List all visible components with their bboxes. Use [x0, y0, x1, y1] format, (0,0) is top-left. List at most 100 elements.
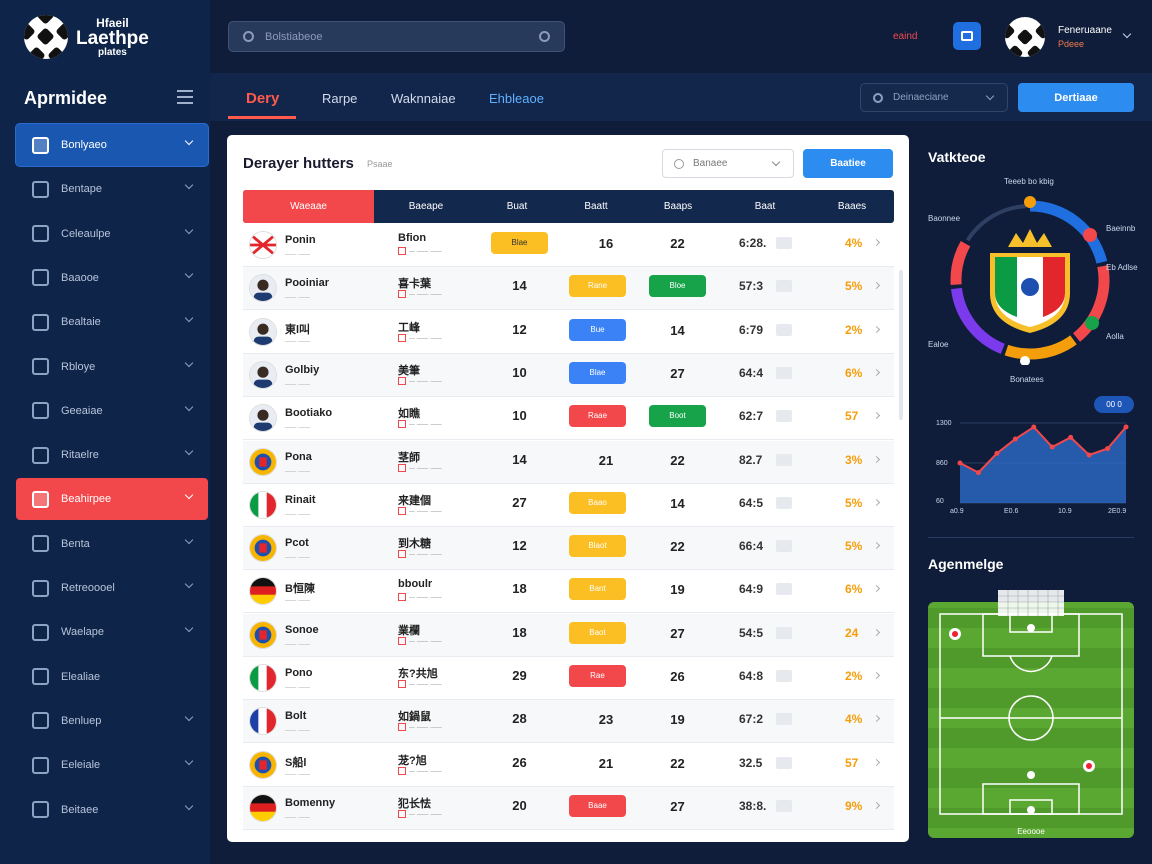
table-row[interactable]: Rinait ── ── 来建個 ─ ── ── 27 Baao 14 64:5 5% [243, 484, 894, 527]
chevron-right-icon[interactable] [872, 542, 881, 550]
table-row[interactable]: Bootiako ── ── 如瞧 ─ ── ── 10 Raae Boot 62:7 57 [243, 397, 894, 441]
chevron-right-icon[interactable] [872, 412, 881, 420]
player-name[interactable]: S船l [285, 756, 307, 769]
chevron-right-icon[interactable] [872, 628, 881, 636]
brand-logo[interactable]: Hfaeil Laethpe plates [24, 12, 149, 62]
chevron-right-icon[interactable] [872, 282, 881, 290]
line-point[interactable] [1049, 444, 1055, 450]
player-name[interactable]: Golbiy [285, 363, 320, 376]
line-point[interactable] [1105, 446, 1111, 452]
user-name[interactable]: Feneruaane [1058, 25, 1112, 36]
tab-waknnaiae[interactable]: Waknnaiae [391, 91, 456, 106]
sidebar-item[interactable]: Benta [16, 523, 208, 565]
sidebar-item[interactable]: Geeaiae [16, 390, 208, 432]
player-name[interactable]: Pooiniar [285, 277, 330, 290]
line-point[interactable] [994, 450, 1000, 456]
table-row[interactable]: S船l ── ── 茏?旭 ─ ── ── 26 21 22 32.5 57 [243, 744, 894, 787]
chevron-right-icon[interactable] [872, 455, 881, 463]
sidebar-item[interactable]: Retreoooel [16, 567, 208, 609]
sidebar-item[interactable]: Waelape [16, 611, 208, 653]
ring-segment[interactable] [1004, 335, 1077, 360]
primary-action-button[interactable]: Dertiaae [1018, 83, 1134, 112]
avatar[interactable] [1005, 17, 1045, 57]
table-row[interactable]: Pono ── ── 东?共旭 ─ ── ── 29 Rae 26 64:8 2% [243, 657, 894, 700]
table-row[interactable]: 東l叫 ── ── 工峰 ─ ── ── 12 Bue 14 6:79 2% [243, 311, 894, 354]
search-submit-icon[interactable] [539, 31, 550, 42]
table-row[interactable]: Ponin ── ── Bfion ─ ── ── Blae 16 22 6:28. 4% [243, 224, 894, 267]
chevron-right-icon[interactable] [872, 585, 881, 593]
column-header[interactable]: Buat [506, 201, 528, 212]
line-point[interactable] [1012, 436, 1018, 442]
chevron-right-icon[interactable] [872, 715, 881, 723]
player-name[interactable]: Pona [285, 450, 312, 463]
line-point[interactable] [1086, 452, 1092, 458]
sidebar-item[interactable]: Beahirpee [16, 478, 208, 521]
chevron-right-icon[interactable] [872, 325, 881, 333]
player-name[interactable]: Rinait [285, 493, 316, 506]
chevron-right-icon[interactable] [872, 238, 881, 247]
table-row[interactable]: B恒陳 ── ── bboulr ─ ── ── 18 Bant 19 64:9 6% [243, 570, 894, 614]
line-point[interactable] [1123, 424, 1129, 430]
table-row[interactable]: Pcot ── ── 到木糖 ─ ── ── 12 Blaot 22 66:4 5% [243, 527, 894, 571]
player-name[interactable]: Pono [285, 667, 313, 679]
table-row[interactable]: Sonoe ── ── 業欄 ─ ── ── 18 Baot 27 54:5 24 [243, 613, 894, 657]
line-point[interactable] [975, 470, 981, 476]
sidebar-item[interactable]: Benluep [16, 700, 208, 742]
table-row[interactable]: Golbiy ── ── 美筆 ─ ── ── 10 Blae 27 64:4 6% [243, 353, 894, 397]
ring-segment[interactable] [1029, 200, 1108, 264]
tab-rarpe[interactable]: Rarpe [322, 91, 358, 106]
line-point[interactable] [1068, 434, 1074, 440]
live-tag[interactable]: eaind [893, 31, 918, 42]
table-row[interactable]: Pooiniar ── ── 喜卡葉 ─ ── ── 14 Rane Bloe 57:3 5% [243, 267, 894, 311]
tab-dery[interactable]: Dery [246, 90, 280, 107]
filter-dropdown[interactable]: Deinaeciane [860, 83, 1008, 112]
chevron-right-icon[interactable] [872, 801, 881, 809]
search-input[interactable]: Bolstiabeoe [228, 21, 565, 52]
sidebar-item[interactable]: Eeleiale [16, 744, 208, 786]
panel-action-button[interactable]: Baatiee [803, 149, 893, 178]
player-name[interactable]: Ponin [285, 234, 316, 246]
status-badge[interactable]: 00 0 [1094, 396, 1134, 413]
tab-ehbleaoe[interactable]: Ehbleaoe [489, 91, 544, 106]
sidebar-item[interactable]: Celeaulpe [16, 213, 208, 255]
hamburger-menu-icon[interactable] [177, 90, 193, 104]
table-row[interactable]: Bolt ── ── 如鍋鼠 ─ ── ── 28 23 19 67:2 4% [243, 700, 894, 744]
ring-segment[interactable] [951, 287, 1005, 354]
column-header[interactable]: Waeaae [243, 190, 374, 223]
ring-segment[interactable] [950, 240, 971, 285]
column-header[interactable]: Baatt [584, 201, 608, 212]
chevron-right-icon[interactable] [872, 758, 881, 766]
sidebar-item[interactable]: Rbloye [16, 346, 208, 388]
column-header[interactable]: Baeape [408, 201, 444, 212]
scrollbar[interactable] [899, 270, 903, 420]
player-name[interactable]: Bootiako [285, 407, 333, 420]
sidebar-item[interactable]: Baaooe [16, 257, 208, 299]
column-header[interactable]: Baat [754, 201, 776, 212]
ring-segment[interactable] [1072, 265, 1110, 342]
chevron-right-icon[interactable] [872, 671, 881, 680]
player-name[interactable]: 東l叫 [285, 323, 311, 336]
player-name[interactable]: B恒陳 [285, 583, 315, 596]
chevron-right-icon[interactable] [872, 368, 881, 376]
sidebar-item[interactable]: Bealtaie [16, 301, 208, 343]
player-name[interactable]: Sonoe [285, 623, 319, 636]
line-point[interactable] [957, 460, 963, 466]
chevron-down-icon[interactable] [1122, 29, 1132, 39]
player-name[interactable]: Bomenny [285, 796, 336, 809]
player-name[interactable]: Pcot [285, 537, 309, 550]
table-row[interactable]: Bomenny ── ── 犯长怯 ─ ── ── 20 Baae 27 38:8. 9% [243, 786, 894, 830]
chevron-right-icon[interactable] [872, 498, 881, 506]
sidebar-item[interactable]: Elealiae [16, 656, 208, 698]
column-header[interactable]: Baaps [663, 201, 693, 212]
sidebar-item[interactable]: Bonlyaeo [16, 124, 208, 166]
column-header[interactable]: Baaes [837, 201, 867, 212]
sidebar-item[interactable]: Bentape [16, 168, 208, 210]
sidebar-item[interactable]: Beitaee [16, 789, 208, 831]
notification-button[interactable] [953, 22, 981, 50]
line-point[interactable] [1031, 424, 1037, 430]
panel-select[interactable]: Banaee [662, 149, 794, 178]
player-name[interactable]: Bolt [285, 710, 307, 723]
table-row[interactable]: Pona ── ── 茎師 ─ ── ── 14 21 22 82.7 3% [243, 440, 894, 484]
ring-segment[interactable] [965, 204, 1027, 242]
sidebar-item[interactable]: Ritaelre [16, 434, 208, 476]
